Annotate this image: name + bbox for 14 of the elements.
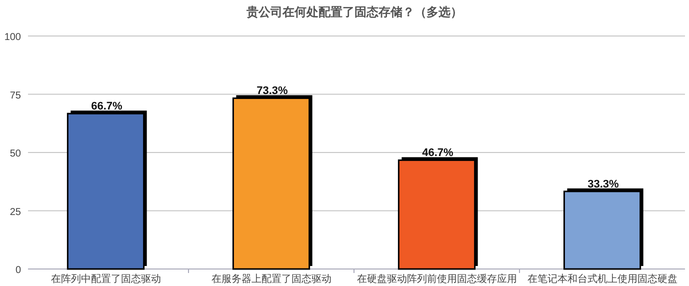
data-label: 73.3% <box>256 85 288 98</box>
x-tick-label: 在阵列中配置了固态驱动 <box>50 273 161 285</box>
data-label: 33.3% <box>588 178 620 190</box>
x-tick-label: 在笔记本和台式机上使用固态硬盘 <box>527 273 678 285</box>
y-tick-label: 50 <box>10 148 22 160</box>
data-label: 66.7% <box>91 100 123 113</box>
y-tick-label: 25 <box>10 206 22 218</box>
y-tick-label: 100 <box>4 32 22 43</box>
x-tick-label: 在服务器上配置了固态驱动 <box>211 273 332 285</box>
chart-title: 贵公司在何处配置了固态存储？（多选） <box>246 5 462 19</box>
y-tick-label: 0 <box>15 265 22 276</box>
data-label: 46.7% <box>422 147 454 160</box>
y-tick-label: 75 <box>10 90 22 102</box>
x-tick-label: 在硬盘驱动阵列前使用固态缓存应用 <box>356 273 517 285</box>
